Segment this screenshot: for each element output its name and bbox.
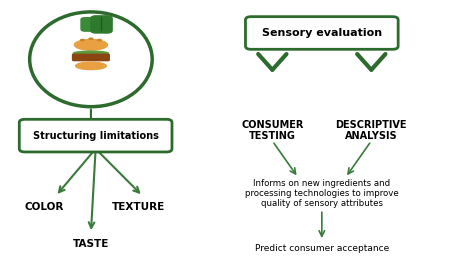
Text: Predict consumer acceptance: Predict consumer acceptance xyxy=(255,244,389,253)
Ellipse shape xyxy=(81,39,84,41)
Ellipse shape xyxy=(76,62,106,70)
Ellipse shape xyxy=(73,51,109,56)
FancyBboxPatch shape xyxy=(19,119,172,152)
Text: COLOR: COLOR xyxy=(24,202,64,212)
Ellipse shape xyxy=(89,38,93,39)
FancyBboxPatch shape xyxy=(91,16,112,33)
Text: DESCRIPTIVE
ANALYSIS: DESCRIPTIVE ANALYSIS xyxy=(336,120,407,142)
Text: Structuring limitations: Structuring limitations xyxy=(33,131,159,141)
Text: TEXTURE: TEXTURE xyxy=(111,202,164,212)
FancyBboxPatch shape xyxy=(246,17,398,49)
Ellipse shape xyxy=(98,39,101,41)
FancyBboxPatch shape xyxy=(73,54,109,61)
FancyBboxPatch shape xyxy=(81,18,99,31)
Text: Sensory evaluation: Sensory evaluation xyxy=(262,28,382,38)
Ellipse shape xyxy=(74,40,108,50)
Text: CONSUMER
TESTING: CONSUMER TESTING xyxy=(241,120,303,142)
Text: TASTE: TASTE xyxy=(73,239,109,248)
Text: Informs on new ingredients and
processing technologies to improve
quality of sen: Informs on new ingredients and processin… xyxy=(245,179,399,209)
